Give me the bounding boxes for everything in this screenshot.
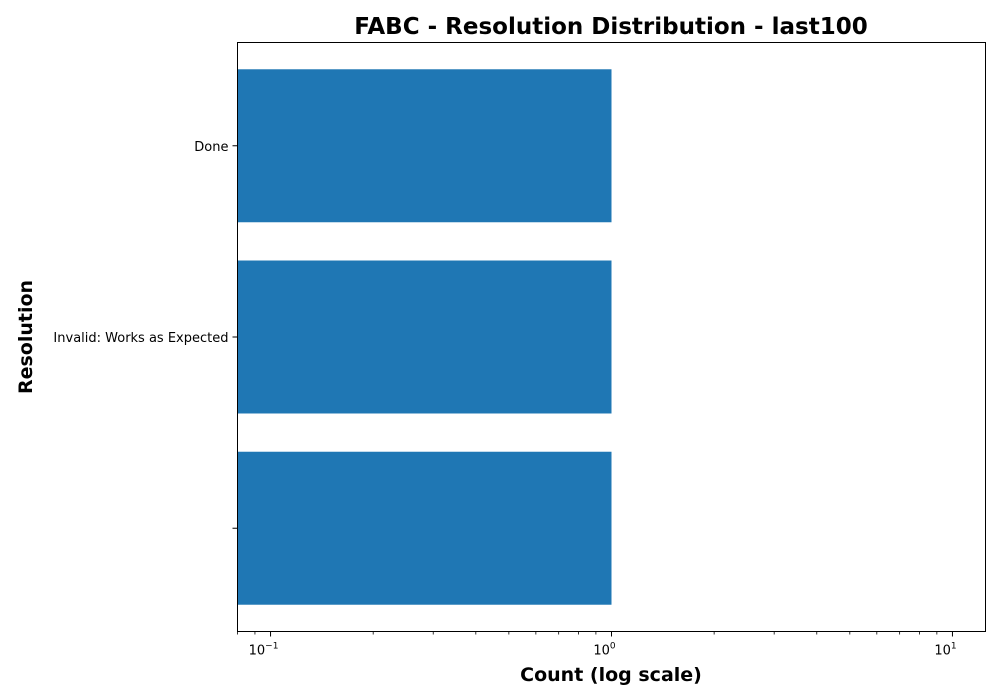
bar bbox=[238, 452, 612, 605]
y-tick-label: Done bbox=[194, 140, 228, 155]
y-tick-label: Invalid: Works as Expected bbox=[53, 331, 228, 346]
chart-title: FABC - Resolution Distribution - last100 bbox=[354, 14, 867, 40]
x-tick-label: 100 bbox=[593, 642, 616, 659]
bar bbox=[238, 261, 612, 414]
y-axis-label: Resolution bbox=[15, 280, 37, 394]
bar bbox=[238, 69, 612, 222]
x-axis-label: Count (log scale) bbox=[520, 664, 702, 686]
x-tick-label: 10−1 bbox=[249, 642, 279, 659]
plot-area: Done Invalid: Works as Expected 10−1 100 101 bbox=[53, 69, 956, 658]
x-tick-label: 101 bbox=[934, 642, 956, 659]
